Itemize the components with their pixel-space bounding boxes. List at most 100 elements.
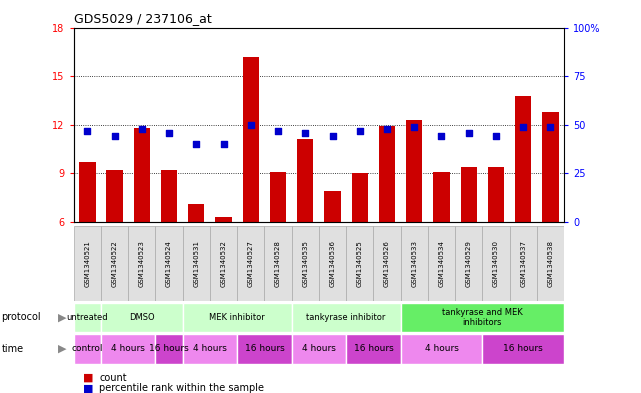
Text: ■: ■: [83, 383, 94, 393]
Text: GSM1340523: GSM1340523: [139, 240, 145, 287]
Bar: [292, 226, 319, 301]
Bar: [237, 226, 265, 301]
Text: GSM1340521: GSM1340521: [85, 240, 90, 287]
Text: GSM1340526: GSM1340526: [384, 240, 390, 287]
Bar: [542, 112, 559, 222]
Bar: [515, 95, 531, 222]
Point: [246, 121, 256, 128]
Bar: [346, 334, 401, 364]
Bar: [460, 167, 477, 222]
Text: DMSO: DMSO: [129, 313, 154, 322]
Text: GSM1340525: GSM1340525: [357, 240, 363, 286]
Point: [273, 127, 283, 134]
Text: 16 hours: 16 hours: [353, 344, 394, 353]
Point: [137, 125, 147, 132]
Bar: [292, 334, 346, 364]
Bar: [346, 226, 373, 301]
Bar: [79, 162, 96, 222]
Bar: [74, 226, 101, 301]
Text: GSM1340536: GSM1340536: [329, 240, 335, 287]
Text: GSM1340532: GSM1340532: [221, 240, 226, 287]
Text: GSM1340535: GSM1340535: [303, 240, 308, 287]
Point: [518, 123, 528, 130]
Point: [164, 129, 174, 136]
Bar: [401, 334, 482, 364]
Bar: [155, 334, 183, 364]
Text: GSM1340533: GSM1340533: [412, 240, 417, 287]
Bar: [351, 173, 368, 222]
Bar: [265, 226, 292, 301]
Text: protocol: protocol: [1, 312, 41, 322]
Text: GSM1340538: GSM1340538: [547, 240, 553, 287]
Text: tankyrase and MEK
inhibitors: tankyrase and MEK inhibitors: [442, 308, 522, 327]
Bar: [74, 303, 101, 332]
Text: tankyrase inhibitor: tankyrase inhibitor: [306, 313, 386, 322]
Bar: [183, 303, 292, 332]
Text: 16 hours: 16 hours: [503, 344, 543, 353]
Text: GSM1340534: GSM1340534: [438, 240, 444, 287]
Point: [463, 129, 474, 136]
Bar: [324, 191, 341, 222]
Bar: [433, 172, 450, 222]
Bar: [101, 334, 155, 364]
Point: [82, 127, 92, 134]
Text: time: time: [1, 344, 24, 354]
Text: 16 hours: 16 hours: [244, 344, 285, 353]
Text: MEK inhibitor: MEK inhibitor: [210, 313, 265, 322]
Text: ▶: ▶: [58, 312, 66, 322]
Text: ▶: ▶: [58, 344, 66, 354]
Bar: [319, 226, 346, 301]
Point: [328, 133, 338, 140]
Bar: [455, 226, 483, 301]
Bar: [537, 226, 564, 301]
Text: ■: ■: [83, 373, 94, 383]
Text: 4 hours: 4 hours: [302, 344, 336, 353]
Bar: [188, 204, 204, 222]
Bar: [237, 334, 292, 364]
Bar: [183, 226, 210, 301]
Bar: [106, 170, 123, 222]
Text: 16 hours: 16 hours: [149, 344, 189, 353]
Bar: [155, 226, 183, 301]
Bar: [270, 172, 286, 222]
Text: 4 hours: 4 hours: [112, 344, 145, 353]
Bar: [373, 226, 401, 301]
Bar: [161, 170, 178, 222]
Bar: [101, 303, 183, 332]
Point: [409, 123, 419, 130]
Bar: [292, 303, 401, 332]
Bar: [74, 334, 101, 364]
Bar: [488, 167, 504, 222]
Bar: [483, 226, 510, 301]
Text: untreated: untreated: [67, 313, 108, 322]
Bar: [210, 226, 237, 301]
Bar: [510, 226, 537, 301]
Point: [545, 123, 556, 130]
Text: GDS5029 / 237106_at: GDS5029 / 237106_at: [74, 12, 212, 25]
Text: count: count: [99, 373, 127, 383]
Point: [110, 133, 120, 140]
Text: GSM1340530: GSM1340530: [493, 240, 499, 287]
Text: GSM1340528: GSM1340528: [275, 240, 281, 287]
Bar: [482, 334, 564, 364]
Point: [491, 133, 501, 140]
Text: percentile rank within the sample: percentile rank within the sample: [99, 383, 264, 393]
Point: [437, 133, 447, 140]
Bar: [183, 334, 237, 364]
Bar: [243, 57, 259, 222]
Bar: [297, 140, 313, 222]
Bar: [379, 127, 395, 222]
Text: GSM1340524: GSM1340524: [166, 240, 172, 286]
Bar: [401, 303, 564, 332]
Point: [354, 127, 365, 134]
Point: [191, 141, 201, 147]
Bar: [406, 120, 422, 222]
Bar: [128, 226, 155, 301]
Bar: [134, 128, 150, 222]
Text: GSM1340522: GSM1340522: [112, 240, 117, 286]
Point: [382, 125, 392, 132]
Bar: [215, 217, 232, 222]
Point: [219, 141, 229, 147]
Text: GSM1340537: GSM1340537: [520, 240, 526, 287]
Text: 4 hours: 4 hours: [424, 344, 458, 353]
